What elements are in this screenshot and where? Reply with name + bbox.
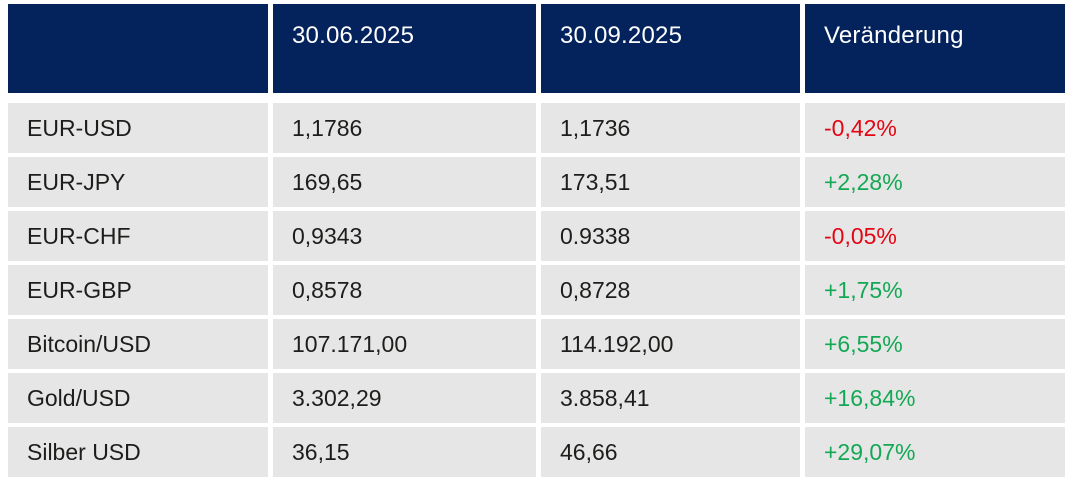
value-cell: 1,1786 [273,103,536,153]
row-label-cell: Gold/USD [8,373,268,423]
change-cell: +16,84% [805,373,1065,423]
value-cell: 0,8728 [541,265,800,315]
row-label-cell: Silber USD [8,427,268,477]
change-cell: +6,55% [805,319,1065,369]
change-cell: -0,42% [805,103,1065,153]
value-cell: 0.9338 [541,211,800,261]
row-label-cell: EUR-GBP [8,265,268,315]
row-label-cell: EUR-CHF [8,211,268,261]
change-cell: +29,07% [805,427,1065,477]
table-header: 30.06.2025 30.09.2025 Veränderung [8,4,1065,93]
header-cell-date-2: 30.09.2025 [541,4,800,93]
value-cell: 36,15 [273,427,536,477]
value-cell: 3.302,29 [273,373,536,423]
row-label-cell: EUR-JPY [8,157,268,207]
header-cell-blank [8,4,268,93]
change-cell: +1,75% [805,265,1065,315]
value-cell: 1,1736 [541,103,800,153]
header-cell-date-1: 30.06.2025 [273,4,536,93]
row-label-cell: EUR-USD [8,103,268,153]
change-cell: -0,05% [805,211,1065,261]
table-body: EUR-USD 1,1786 1,1736 -0,42% EUR-JPY 169… [8,103,1065,477]
value-cell: 173,51 [541,157,800,207]
value-cell: 0,9343 [273,211,536,261]
header-cell-change: Veränderung [805,4,1065,93]
value-cell: 46,66 [541,427,800,477]
value-cell: 107.171,00 [273,319,536,369]
value-cell: 3.858,41 [541,373,800,423]
change-cell: +2,28% [805,157,1065,207]
row-label-cell: Bitcoin/USD [8,319,268,369]
value-cell: 114.192,00 [541,319,800,369]
value-cell: 169,65 [273,157,536,207]
value-cell: 0,8578 [273,265,536,315]
